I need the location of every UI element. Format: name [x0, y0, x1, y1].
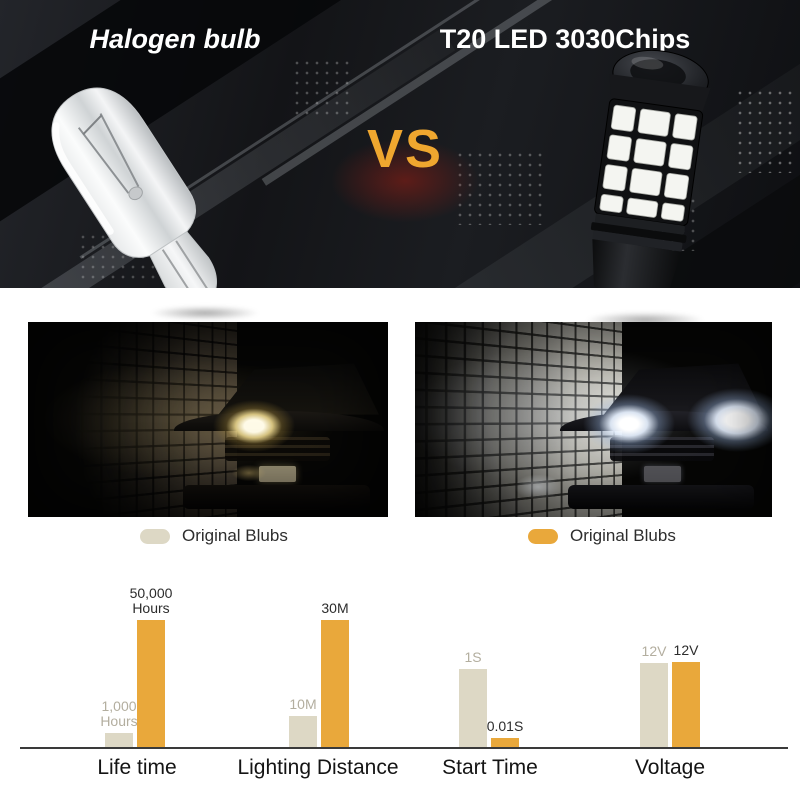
- bar-value-label-halogen-3: 1S: [464, 649, 482, 665]
- led-beam-photo: [415, 322, 772, 517]
- led-legend-swatch: [528, 528, 558, 544]
- bar-value-label-halogen-4: 12V: [641, 643, 667, 659]
- bar-led-1: [137, 620, 165, 747]
- category-label-2: Lighting Distance: [237, 756, 399, 779]
- car-silhouette: [165, 357, 388, 517]
- header-banner: Halogen bulb T20 LED 3030Chips VS: [0, 0, 800, 288]
- bar-value-label-led-1: 50,000 Hours: [129, 585, 173, 616]
- headlight-glow: [583, 394, 675, 454]
- halogen-beam-photo: [28, 322, 388, 517]
- halogen-legend: Original Blubs: [140, 526, 288, 546]
- bg-dot-grid: [735, 88, 795, 173]
- car-bumper: [182, 485, 371, 509]
- comparison-bar-chart: 1,000 Hours 50,000 Hours Life time 10M 30M Li…: [0, 555, 800, 800]
- bar-value-label-halogen-1: 1,000 Hours: [100, 698, 138, 729]
- beam-spill-glow: [507, 470, 569, 504]
- red-reflection-glow: [330, 138, 480, 223]
- headlight-glow: [315, 396, 388, 446]
- bar-halogen-4: [640, 663, 668, 747]
- headlight-glow: [213, 400, 295, 452]
- bar-led-4: [672, 662, 700, 747]
- led-legend: Original Blubs: [528, 526, 676, 546]
- halogen-bulb-image: [51, 87, 217, 288]
- bar-halogen-2: [289, 716, 317, 747]
- headlight-glow: [687, 388, 772, 452]
- category-label-4: Voltage: [634, 756, 706, 779]
- bar-value-label-led-4: 12V: [673, 642, 699, 658]
- halogen-legend-label: Original Blubs: [182, 526, 288, 545]
- vs-label: VS: [366, 119, 444, 179]
- bar-led-2: [321, 620, 349, 747]
- bg-dot-grid: [292, 58, 354, 116]
- halogen-title: Halogen bulb: [89, 24, 261, 54]
- bar-led-3: [491, 738, 519, 747]
- bar-value-label-led-2: 30M: [321, 600, 349, 616]
- bar-halogen-1: [105, 733, 133, 747]
- led-bulb-image: [590, 49, 711, 288]
- category-label-3: Start Time: [442, 756, 538, 779]
- bar-halogen-3: [459, 669, 487, 747]
- led-legend-label: Original Blubs: [570, 526, 676, 545]
- foglight-glow: [226, 462, 272, 484]
- license-plate: [643, 465, 682, 482]
- chart-baseline: [20, 747, 788, 749]
- halogen-bulb-shadow: [150, 306, 260, 320]
- halogen-legend-swatch: [140, 528, 170, 544]
- bar-value-label-led-3: 0.01S: [486, 718, 524, 734]
- led-title: T20 LED 3030Chips: [439, 24, 691, 54]
- bar-value-label-halogen-2: 10M: [289, 696, 317, 712]
- category-label-1: Life time: [97, 756, 177, 779]
- car-bumper: [568, 485, 755, 509]
